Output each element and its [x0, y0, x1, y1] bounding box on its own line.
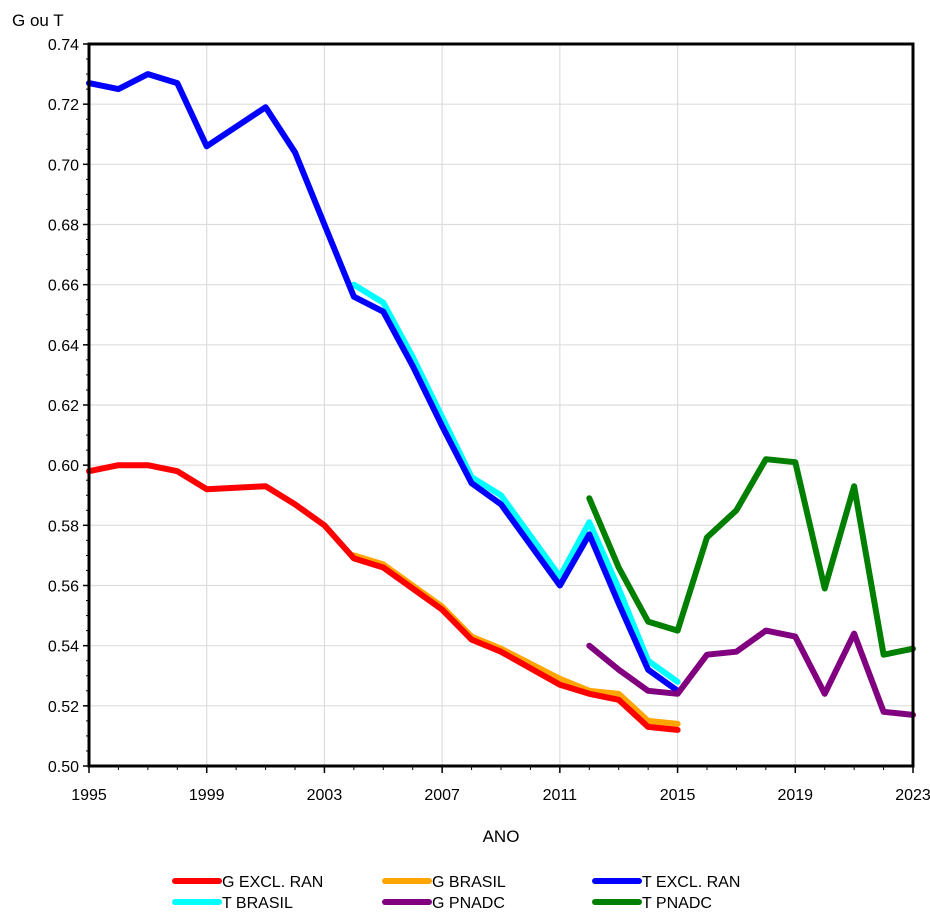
- x-tick-label: 2011: [543, 787, 578, 804]
- y-axis-title: G ou T: [12, 11, 64, 30]
- y-tick-label: 0.64: [48, 338, 79, 355]
- y-tick-label: 0.68: [48, 218, 79, 235]
- x-tick-label: 2023: [895, 787, 930, 804]
- x-tick-label: 2015: [660, 787, 696, 804]
- legend-label: T BRASIL: [222, 895, 293, 912]
- axis-ticks: 0.50 0.52 0.54 0.56 0.58 0.60 0.62 0.64 0.66 0.68…: [48, 37, 930, 804]
- legend-label: G EXCL. RAN: [222, 874, 323, 891]
- series-lines: [86, 71, 916, 733]
- series-line: [586, 456, 916, 658]
- y-tick-label: 0.70: [48, 157, 79, 174]
- series-line: [586, 627, 916, 718]
- series-line: [350, 281, 681, 685]
- x-tick-label: 1999: [189, 787, 225, 804]
- y-tick-label: 0.60: [48, 458, 79, 475]
- legend: G EXCL. RAN G BRASIL T EXCL. RAN T BRASIL G …: [172, 874, 740, 912]
- x-tick-label: 2007: [424, 787, 460, 804]
- y-tick-label: 0.62: [48, 398, 79, 415]
- legend-label: T EXCL. RAN: [642, 874, 740, 891]
- y-tick-label: 0.58: [48, 518, 79, 535]
- x-tick-label: 2003: [307, 787, 343, 804]
- y-tick-label: 0.74: [48, 37, 79, 54]
- legend-label: G PNADC: [432, 895, 505, 912]
- legend-label: G BRASIL: [432, 874, 506, 891]
- series-line: [86, 71, 681, 694]
- legend-label: T PNADC: [642, 895, 712, 912]
- y-tick-label: 0.50: [48, 759, 79, 776]
- y-tick-label: 0.54: [48, 639, 79, 656]
- grid-lines: [88, 43, 914, 767]
- x-axis-title: ANO: [483, 827, 520, 846]
- y-tick-label: 0.66: [48, 278, 79, 295]
- y-tick-label: 0.72: [48, 97, 79, 114]
- y-tick-label: 0.52: [48, 699, 79, 716]
- x-tick-label: 2019: [777, 787, 813, 804]
- series-line: [86, 462, 681, 733]
- y-tick-label: 0.56: [48, 579, 79, 596]
- x-tick-label: 1995: [71, 787, 107, 804]
